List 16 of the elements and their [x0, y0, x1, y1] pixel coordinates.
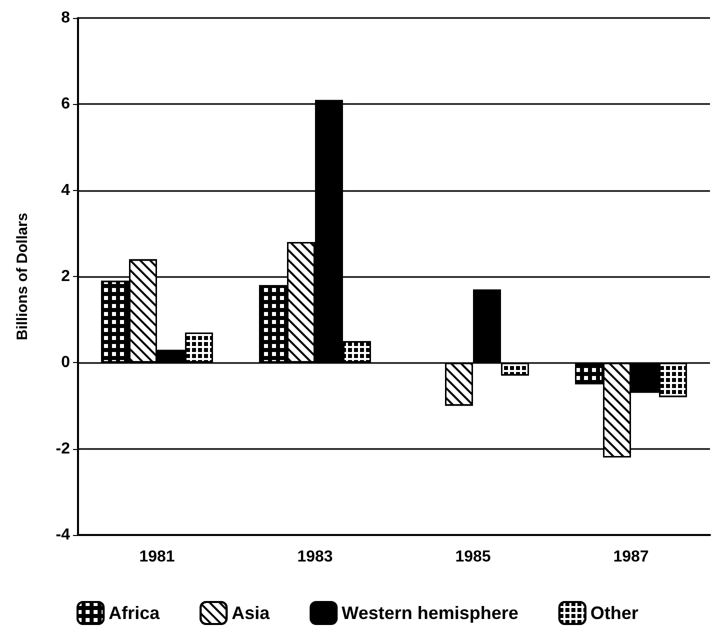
- legend-label: Other: [590, 603, 638, 623]
- legend-label: Western hemisphere: [342, 603, 518, 623]
- x-tick-label: 1981: [139, 548, 175, 566]
- y-tick-label: -4: [56, 526, 70, 544]
- y-tick-label: 6: [61, 96, 70, 113]
- x-tick-label: 1985: [455, 548, 491, 566]
- y-tick-label: 0: [61, 354, 70, 372]
- y-tick-label: -2: [56, 440, 70, 458]
- x-tick-label: 1987: [613, 548, 649, 566]
- y-tick-label: 2: [61, 268, 70, 285]
- legend-label: Africa: [108, 603, 161, 623]
- x-tick-label: 1983: [297, 548, 333, 566]
- y-tick-label: 4: [61, 182, 70, 199]
- y-tick-label: 8: [61, 10, 70, 26]
- legend-label: Asia: [232, 603, 271, 623]
- y-axis-title: Billions of Dollars: [14, 212, 31, 340]
